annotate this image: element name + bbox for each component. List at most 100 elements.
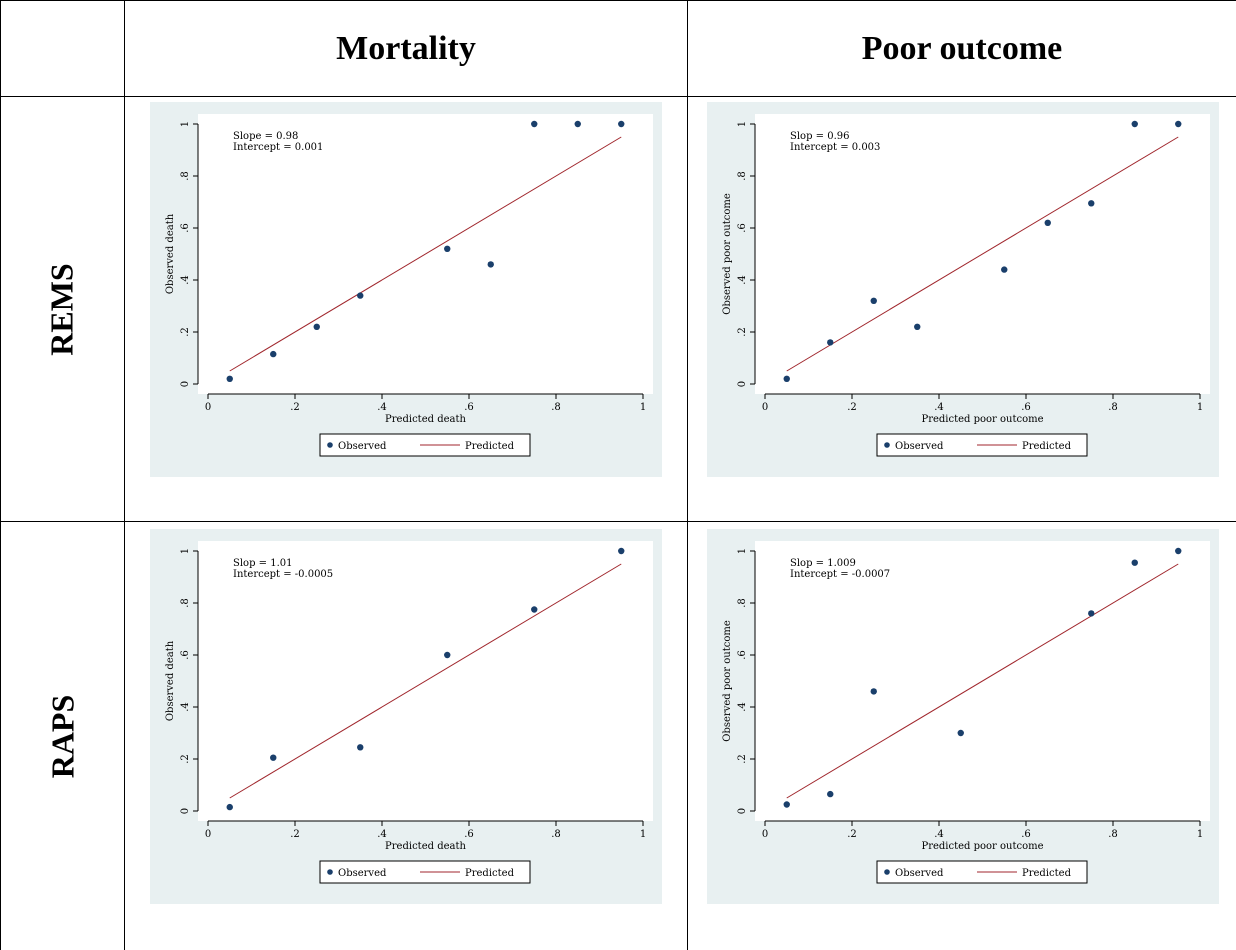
y-tick-label: 0 bbox=[737, 381, 748, 387]
y-tick-label: .8 bbox=[737, 171, 748, 181]
x-tick-label: .2 bbox=[290, 829, 300, 840]
x-axis-title: Predicted death bbox=[385, 841, 466, 852]
observed-point bbox=[870, 688, 877, 695]
chart-rems-poor-outcome: 0 .2 .4 .6 .8 1 0 .2 .4 .6 .8 1 Predicted poor outco… bbox=[722, 114, 1210, 457]
legend-predicted-label: Predicted bbox=[465, 868, 515, 879]
y-tick-label: .6 bbox=[737, 650, 748, 660]
x-tick-label: 1 bbox=[1197, 402, 1203, 413]
legend-observed-label: Observed bbox=[895, 868, 944, 879]
legend-observed-marker bbox=[327, 869, 333, 875]
y-axis-title: Observed poor outcome bbox=[722, 193, 733, 315]
observed-point bbox=[1001, 266, 1008, 273]
y-tick-label: .2 bbox=[737, 754, 748, 764]
observed-point bbox=[270, 754, 277, 761]
chart-raps-poor-outcome: 0 .2 .4 .6 .8 1 0 .2 .4 .6 .8 1 Predicted poor outco… bbox=[722, 541, 1210, 884]
x-tick-label: .6 bbox=[464, 829, 474, 840]
y-tick-label: .6 bbox=[180, 650, 191, 660]
observed-point bbox=[1044, 219, 1051, 226]
y-tick-label: .2 bbox=[180, 327, 191, 337]
observed-point bbox=[1175, 547, 1182, 555]
y-tick-label: .2 bbox=[180, 754, 191, 764]
y-axis-title: Observed poor outcome bbox=[722, 620, 733, 742]
observed-point bbox=[357, 292, 364, 299]
observed-point bbox=[531, 606, 538, 613]
table-col-divider-2 bbox=[687, 0, 688, 950]
predicted-line bbox=[786, 563, 1179, 799]
x-tick-label: .4 bbox=[934, 829, 944, 840]
chart-panel-rems-mortality: 0 .2 .4 .6 .8 1 0 .2 .4 .6 .8 1 Predicted death Obser… bbox=[150, 102, 662, 477]
y-tick-label: 0 bbox=[180, 808, 191, 814]
x-tick-label: 0 bbox=[762, 829, 768, 840]
observed-point bbox=[226, 803, 233, 811]
y-tick-label: 1 bbox=[737, 548, 748, 554]
x-tick-label: .6 bbox=[464, 402, 474, 413]
y-tick-label: 0 bbox=[180, 381, 191, 387]
x-tick-label: 0 bbox=[205, 829, 211, 840]
slope-intercept-annotation: Intercept = -0.0005 bbox=[233, 569, 333, 580]
legend-predicted-label: Predicted bbox=[1022, 441, 1072, 452]
table-border-left bbox=[0, 0, 1, 950]
y-tick-label: .2 bbox=[737, 327, 748, 337]
row-header-rems: REMS bbox=[0, 97, 125, 521]
observed-point bbox=[914, 323, 921, 330]
row-header-raps-label: RAPS bbox=[44, 694, 80, 778]
x-tick-label: .8 bbox=[551, 402, 561, 413]
chart-panel-rems-poor-outcome: 0 .2 .4 .6 .8 1 0 .2 .4 .6 .8 1 Predicted poor outco… bbox=[707, 102, 1219, 477]
y-tick-label: .4 bbox=[737, 702, 748, 712]
x-tick-label: .2 bbox=[847, 829, 857, 840]
x-tick-label: .6 bbox=[1021, 829, 1031, 840]
y-tick-label: .4 bbox=[180, 702, 191, 712]
observed-point bbox=[444, 651, 451, 659]
legend-observed-marker bbox=[327, 442, 333, 448]
observed-point bbox=[618, 120, 625, 128]
table-row-divider-1 bbox=[0, 96, 1236, 97]
predicted-line bbox=[229, 136, 622, 372]
legend-observed-label: Observed bbox=[338, 868, 387, 879]
x-tick-label: .2 bbox=[290, 402, 300, 413]
y-tick-label: .6 bbox=[737, 223, 748, 233]
y-tick-label: 1 bbox=[737, 121, 748, 127]
observed-point bbox=[226, 375, 233, 382]
column-header-mortality: Mortality bbox=[336, 29, 476, 67]
slope-intercept-annotation: Intercept = 0.003 bbox=[790, 142, 880, 153]
observed-point bbox=[531, 120, 538, 128]
y-tick-label: 0 bbox=[737, 808, 748, 814]
observed-point bbox=[313, 323, 320, 330]
chart-rems-mortality: 0 .2 .4 .6 .8 1 0 .2 .4 .6 .8 1 Predicted death Obser… bbox=[165, 114, 653, 457]
observed-point bbox=[827, 790, 834, 798]
observed-point bbox=[827, 339, 834, 346]
observed-point bbox=[1175, 120, 1182, 128]
observed-point bbox=[783, 375, 790, 382]
y-axis-title: Observed death bbox=[165, 640, 176, 721]
slope-intercept-annotation: Slop = 1.01 bbox=[233, 558, 292, 569]
y-tick-label: .6 bbox=[180, 223, 191, 233]
chart-panel-raps-poor-outcome: 0 .2 .4 .6 .8 1 0 .2 .4 .6 .8 1 Predicted poor outco… bbox=[707, 529, 1219, 904]
legend-predicted-label: Predicted bbox=[1022, 868, 1072, 879]
y-tick-label: .8 bbox=[180, 598, 191, 608]
predicted-line bbox=[786, 136, 1179, 372]
observed-point bbox=[1088, 610, 1095, 617]
x-axis-title: Predicted death bbox=[385, 414, 466, 425]
observed-point bbox=[357, 744, 364, 751]
observed-point bbox=[487, 261, 494, 268]
legend-observed-marker bbox=[884, 442, 890, 448]
x-tick-label: 1 bbox=[640, 829, 646, 840]
observed-point bbox=[783, 801, 790, 808]
y-tick-label: 1 bbox=[180, 548, 191, 554]
table-col-divider-1 bbox=[124, 0, 125, 950]
legend-observed-label: Observed bbox=[895, 441, 944, 452]
x-tick-label: .4 bbox=[377, 829, 387, 840]
slope-intercept-annotation: Intercept = 0.001 bbox=[233, 142, 323, 153]
table-row-divider-2 bbox=[0, 521, 1236, 522]
slope-intercept-annotation: Slop = 0.96 bbox=[790, 131, 849, 142]
legend-observed-marker bbox=[884, 869, 890, 875]
x-tick-label: 0 bbox=[205, 402, 211, 413]
slope-intercept-annotation: Intercept = -0.0007 bbox=[790, 569, 890, 580]
x-axis-title: Predicted poor outcome bbox=[921, 414, 1043, 425]
row-header-rems-label: REMS bbox=[43, 262, 80, 356]
slope-intercept-annotation: Slop = 1.009 bbox=[790, 558, 856, 569]
legend-predicted-label: Predicted bbox=[465, 441, 515, 452]
observed-point bbox=[444, 245, 451, 252]
slope-intercept-annotation: Slope = 0.98 bbox=[233, 131, 298, 142]
observed-point bbox=[618, 547, 625, 555]
